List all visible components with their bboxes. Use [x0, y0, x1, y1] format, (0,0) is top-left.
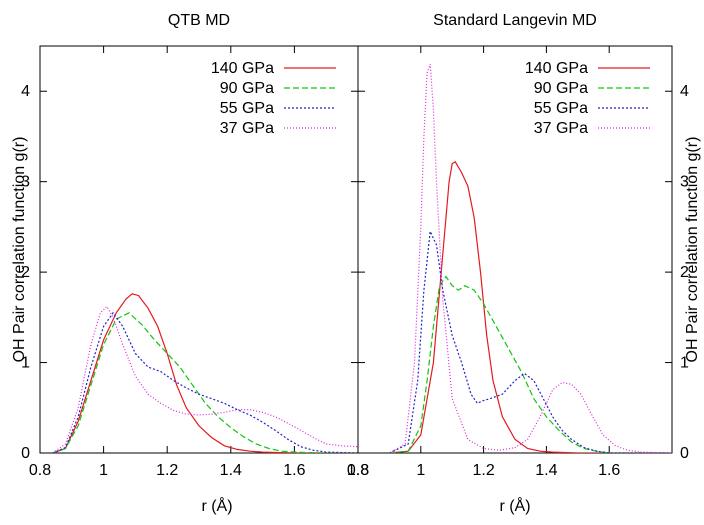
- series-line-55-gpa: [52, 311, 358, 453]
- x-tick-label: 1.8: [347, 462, 369, 479]
- y-tick-label: 4: [680, 83, 689, 100]
- legend-label: 37 GPa: [220, 120, 274, 137]
- plot-frame: [357, 45, 673, 454]
- y-tick-label: 0: [21, 445, 30, 462]
- series-line-37-gpa: [52, 305, 358, 453]
- x-tick-label: 1.6: [598, 462, 620, 479]
- x-tick-label: 0.8: [29, 462, 51, 479]
- series-line-90-gpa: [52, 312, 358, 453]
- series-line-55-gpa: [389, 229, 672, 453]
- x-axis-label: r (Å): [499, 496, 530, 515]
- legend-label: 55 GPa: [220, 100, 274, 117]
- x-tick-label: 1.4: [220, 462, 242, 479]
- y-axis-label: OH Pair correlation function g(r): [684, 137, 701, 363]
- series-line-140-gpa: [389, 160, 672, 453]
- x-tick-label: 1: [416, 462, 425, 479]
- y-axis-label: OH Pair correlation function g(r): [11, 137, 28, 363]
- legend-label: 140 GPa: [525, 60, 588, 77]
- y-tick-label: 3: [680, 174, 689, 191]
- series-line-37-gpa: [389, 63, 672, 453]
- legend-label: 55 GPa: [534, 100, 588, 117]
- y-tick-label: 1: [680, 355, 689, 372]
- chart-panel-2: Standard Langevin MD 0.8 1 1.2 1.4 1.6 0 1 2 3 4 r …: [347, 12, 701, 515]
- series-line-90-gpa: [389, 275, 672, 453]
- chart-title: Standard Langevin MD: [433, 12, 597, 29]
- y-tick-label: 2: [680, 264, 689, 281]
- legend-label: 140 GPa: [211, 60, 274, 77]
- x-axis-label: r (Å): [201, 496, 232, 515]
- chart-panel-1: QTB MD 0.8 1 1.2 1.4 1.6 1.8 0 1 2 3 4 r (Å) OH Pair …: [11, 12, 369, 515]
- x-tick-label: 1.4: [535, 462, 557, 479]
- chart-title: QTB MD: [168, 12, 230, 29]
- series-line-140-gpa: [52, 293, 358, 453]
- x-tick-label: 1: [99, 462, 108, 479]
- x-tick-label: 1.2: [156, 462, 178, 479]
- y-tick-label: 4: [21, 83, 30, 100]
- legend-label: 90 GPa: [220, 80, 274, 97]
- x-tick-label: 0.8: [347, 462, 369, 479]
- legend-label: 90 GPa: [534, 80, 588, 97]
- y-tick-label: 3: [21, 174, 30, 191]
- y-tick-label: 2: [21, 264, 30, 281]
- legend-label: 37 GPa: [534, 120, 588, 137]
- x-tick-label: 1.2: [472, 462, 494, 479]
- y-tick-label: 0: [680, 445, 689, 462]
- x-tick-label: 1.6: [283, 462, 305, 479]
- y-tick-label: 1: [21, 355, 30, 372]
